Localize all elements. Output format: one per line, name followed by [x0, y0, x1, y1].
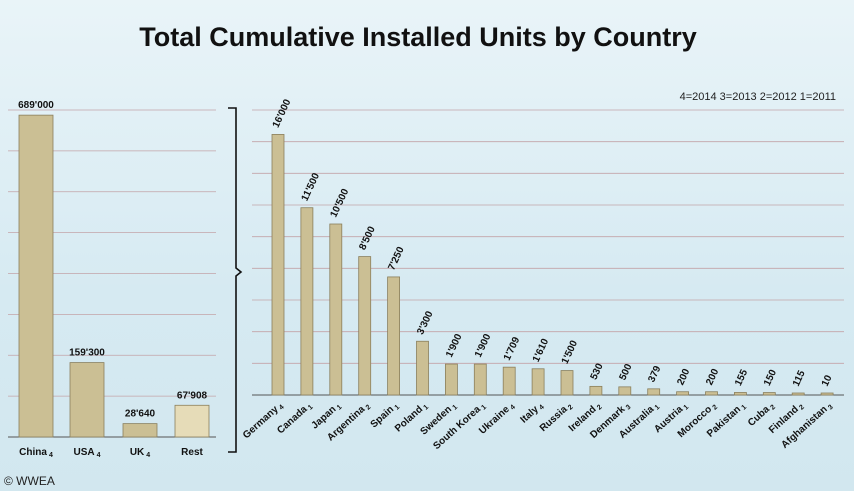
right-bar [358, 256, 372, 396]
right-bar [329, 223, 343, 396]
right-bar [416, 340, 429, 396]
right-bar [791, 392, 805, 396]
legend-text: 4=2014 3=2013 2=2012 1=2011 [680, 91, 836, 103]
right-bar [444, 363, 458, 396]
right-bar [705, 391, 718, 396]
right-value-label: 155 [733, 368, 750, 388]
copyright: © WWEA [4, 474, 55, 488]
right-value-label: 11'500 [300, 171, 323, 203]
right-value-label: 115 [791, 369, 808, 389]
right-value-label: 200 [704, 367, 721, 387]
right-bar [271, 134, 285, 396]
left-value-label: 67'908 [177, 390, 208, 401]
left-value-label: 689'000 [18, 100, 54, 111]
left-bar [18, 114, 54, 438]
right-value-label: 1'610 [531, 337, 552, 364]
left-category-label: UK 4 [130, 447, 150, 459]
chart-title: Total Cumulative Installed Units by Coun… [139, 22, 697, 52]
right-value-label: 1'709 [502, 335, 523, 362]
right-value-label: 3'300 [415, 309, 436, 336]
left-value-label: 28'640 [125, 409, 156, 420]
right-value-label: 8'500 [357, 224, 378, 251]
right-bar [647, 388, 661, 396]
right-bar [473, 363, 487, 396]
right-bar [502, 366, 516, 396]
right-value-label: 150 [762, 368, 779, 388]
left-bar-chart: 689'000 China 4 159'300 USA 4 28'640 UK 4 67'908 R… [8, 100, 216, 459]
right-value-label: 500 [618, 362, 635, 382]
right-value-label: 10 [820, 373, 835, 388]
left-value-label: 159'300 [69, 348, 105, 359]
right-value-label: 1'500 [560, 338, 581, 365]
right-bar [734, 392, 747, 396]
left-category-label: USA 4 [73, 447, 100, 459]
right-bar-chart: 16'000Germany411'500Canada110'500Japan18… [241, 97, 844, 452]
right-bar [531, 368, 545, 396]
right-bar [300, 207, 314, 396]
right-value-label: 1'900 [444, 332, 465, 359]
right-value-label: 530 [589, 361, 606, 381]
right-value-label: 1'900 [473, 332, 494, 359]
right-value-label: 16'000 [271, 97, 294, 129]
right-bar [618, 386, 632, 396]
right-value-label: 10'500 [329, 187, 352, 219]
right-value-label: 379 [646, 364, 663, 384]
left-category-label: Rest [181, 447, 203, 458]
right-category-label: Afghanistan3 [779, 400, 834, 452]
right-value-label: 200 [675, 367, 692, 387]
left-bar [122, 423, 158, 438]
left-bar [174, 404, 210, 438]
bracket [228, 107, 243, 453]
right-bar [387, 276, 401, 396]
right-bar [676, 391, 689, 396]
right-bar [820, 392, 834, 396]
left-bar [69, 362, 105, 438]
right-bar [560, 370, 574, 396]
right-bar [762, 392, 776, 396]
right-category-label: Germany4 [241, 400, 286, 442]
right-bar [589, 385, 603, 396]
left-category-label: China 4 [19, 447, 53, 459]
